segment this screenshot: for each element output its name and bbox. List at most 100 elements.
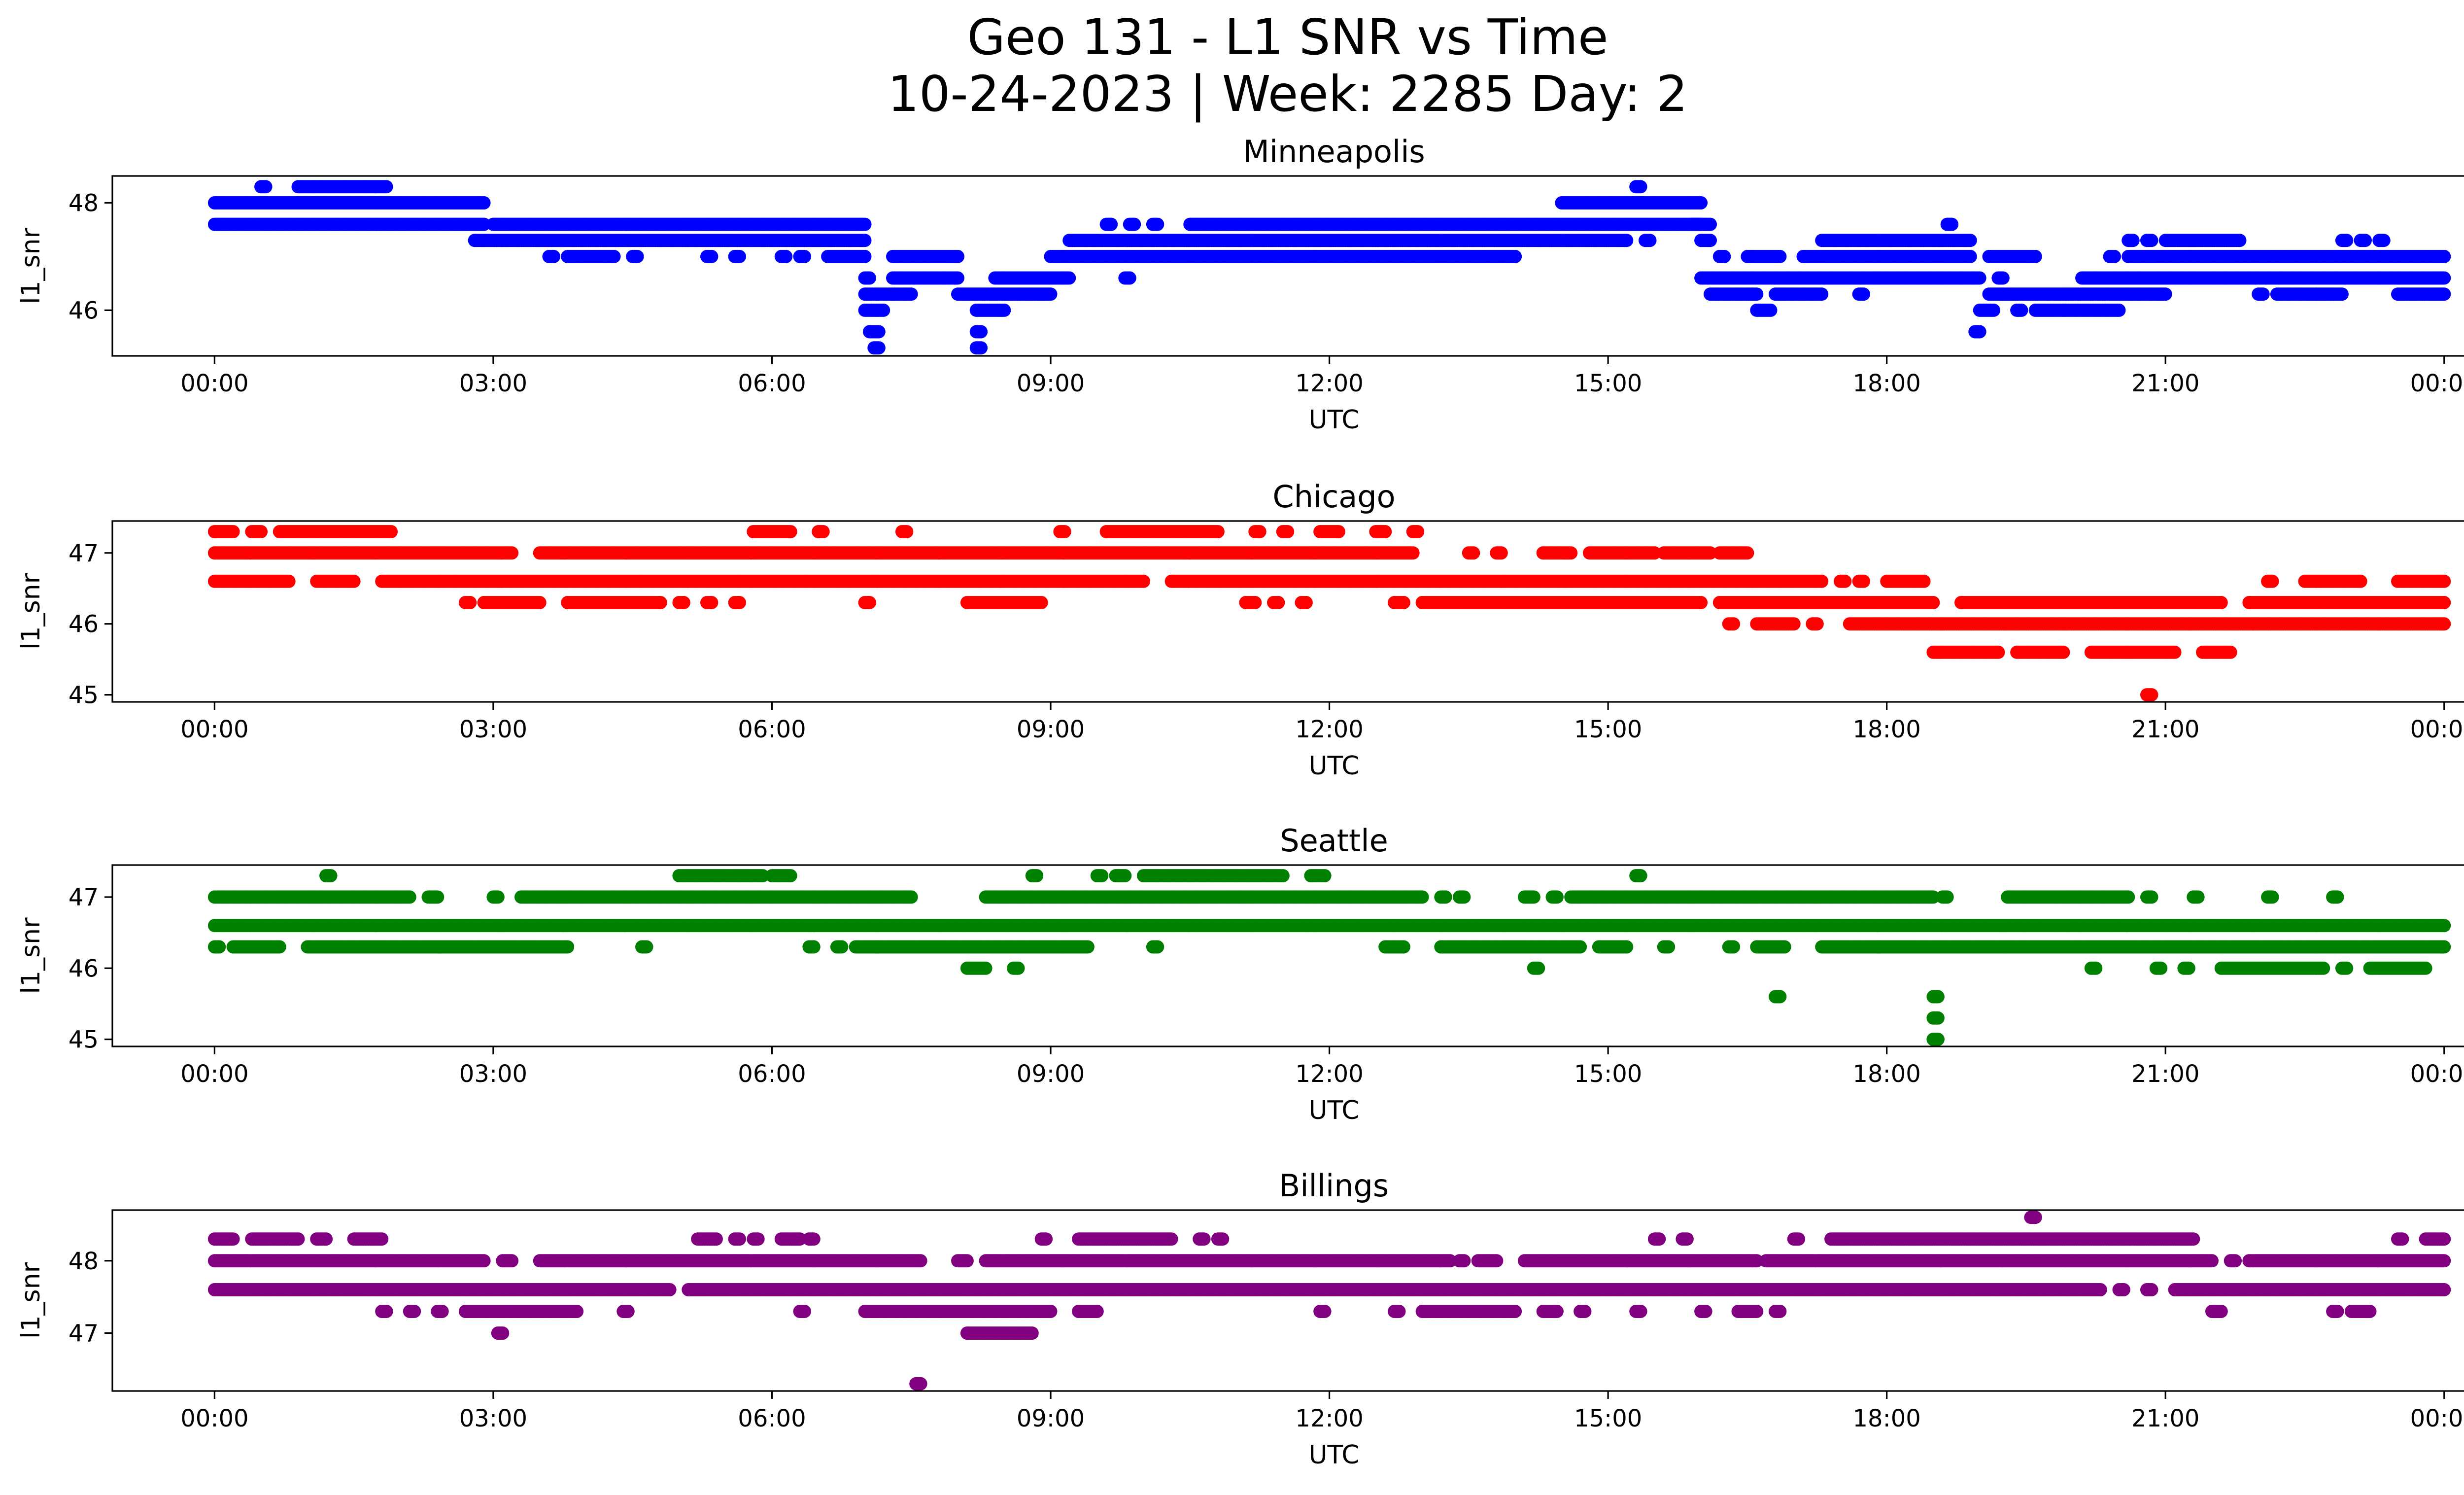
data-point bbox=[997, 303, 1011, 317]
data-point bbox=[1620, 234, 1634, 247]
data-point bbox=[379, 180, 393, 194]
data-point bbox=[505, 546, 519, 560]
data-point bbox=[1945, 217, 1959, 231]
data-point bbox=[2112, 303, 2126, 317]
data-point bbox=[779, 249, 793, 263]
subplot-minneapolis: Minneapolis 00:00 03:00 06:00 09:00 12:00 15:0… bbox=[16, 134, 2464, 435]
data-point bbox=[2145, 234, 2158, 247]
data-point bbox=[477, 196, 491, 209]
data-point bbox=[1634, 180, 1647, 194]
data-point bbox=[347, 574, 361, 588]
data-point bbox=[951, 249, 964, 263]
data-point bbox=[2233, 234, 2247, 247]
data-point bbox=[798, 249, 811, 263]
data-point bbox=[1508, 249, 1522, 263]
data-point bbox=[630, 249, 644, 263]
data-point bbox=[2335, 287, 2349, 301]
data-point bbox=[900, 525, 914, 539]
data-point bbox=[226, 525, 240, 539]
data-point bbox=[858, 217, 872, 231]
data-point bbox=[2158, 287, 2172, 301]
data-point bbox=[1717, 249, 1731, 263]
data-point bbox=[974, 341, 988, 355]
data-point bbox=[1643, 234, 1657, 247]
y-tick-label: 48 bbox=[68, 189, 99, 217]
data-point bbox=[1467, 546, 1480, 560]
data-point bbox=[733, 249, 746, 263]
data-point bbox=[2015, 303, 2028, 317]
data-point bbox=[1973, 271, 1986, 285]
data-point bbox=[1128, 217, 1141, 231]
data-point bbox=[1564, 546, 1578, 560]
x-tick-label: 00:00 bbox=[2410, 370, 2464, 397]
subplot-title: Minneapolis bbox=[1243, 134, 1425, 170]
data-point bbox=[1411, 525, 1425, 539]
data-point bbox=[904, 287, 918, 301]
data-point bbox=[2437, 287, 2451, 301]
data-point bbox=[2028, 249, 2042, 263]
data-point bbox=[1764, 303, 1778, 317]
data-point bbox=[1973, 325, 1986, 339]
data-point bbox=[951, 271, 964, 285]
x-tick-label: 06:00 bbox=[738, 370, 806, 397]
data-point bbox=[872, 325, 886, 339]
x-tick-label: 03:00 bbox=[459, 370, 527, 397]
data-point bbox=[2437, 271, 2451, 285]
y-axis-label: l1_snr bbox=[16, 227, 46, 304]
data-point bbox=[254, 525, 268, 539]
figure-title-line1: Geo 131 - L1 SNR vs Time bbox=[967, 8, 1608, 66]
data-point bbox=[1104, 217, 1118, 231]
data-point bbox=[1704, 217, 1717, 231]
data-point bbox=[1253, 525, 1266, 539]
data-point bbox=[1996, 271, 2010, 285]
data-point bbox=[2437, 249, 2451, 263]
data-point bbox=[1694, 196, 1708, 209]
data-point bbox=[2256, 287, 2270, 301]
data-points bbox=[207, 525, 2451, 702]
data-point bbox=[259, 180, 273, 194]
y-tick-label: 46 bbox=[68, 297, 99, 324]
data-points bbox=[207, 180, 2451, 355]
x-tick-label: 00:00 bbox=[180, 370, 248, 397]
data-point bbox=[816, 525, 830, 539]
data-point bbox=[547, 249, 560, 263]
x-axis-label: UTC bbox=[1308, 405, 1359, 435]
data-point bbox=[877, 303, 890, 317]
data-point bbox=[1123, 271, 1136, 285]
data-point bbox=[607, 249, 621, 263]
data-point bbox=[1704, 234, 1717, 247]
data-point bbox=[477, 217, 491, 231]
data-point bbox=[1151, 217, 1164, 231]
data-point bbox=[1694, 217, 1708, 231]
data-point bbox=[784, 525, 797, 539]
data-point bbox=[1494, 546, 1508, 560]
x-tick-label: 18:00 bbox=[1853, 370, 1921, 397]
data-point bbox=[1750, 287, 1764, 301]
data-point bbox=[1963, 249, 1977, 263]
data-point bbox=[1058, 525, 1071, 539]
data-point bbox=[2126, 234, 2140, 247]
x-tick-label: 15:00 bbox=[1574, 370, 1642, 397]
x-tick-label: 12:00 bbox=[1295, 370, 1363, 397]
data-point bbox=[1211, 525, 1225, 539]
data-point bbox=[2108, 249, 2121, 263]
data-point bbox=[705, 249, 719, 263]
data-point bbox=[862, 271, 876, 285]
data-point bbox=[858, 234, 872, 247]
data-point bbox=[1281, 525, 1295, 539]
data-point bbox=[1044, 287, 1058, 301]
figure-title-line2: 10-24-2023 | Week: 2285 Day: 2 bbox=[888, 65, 1687, 123]
data-point bbox=[1406, 546, 1420, 560]
data-point bbox=[282, 574, 296, 588]
x-tick-label: 21:00 bbox=[2131, 370, 2199, 397]
data-point bbox=[858, 249, 872, 263]
data-point bbox=[974, 325, 988, 339]
data-point bbox=[2340, 234, 2354, 247]
data-point bbox=[384, 525, 398, 539]
data-point bbox=[872, 341, 886, 355]
data-point bbox=[1378, 525, 1392, 539]
x-tick-label: 09:00 bbox=[1017, 370, 1085, 397]
data-point bbox=[2377, 234, 2391, 247]
